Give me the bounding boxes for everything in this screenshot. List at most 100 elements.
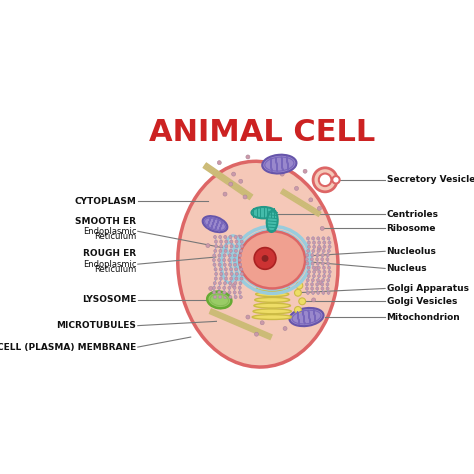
Circle shape (223, 291, 226, 294)
Circle shape (238, 258, 241, 262)
Circle shape (238, 263, 242, 266)
Circle shape (317, 237, 320, 240)
Circle shape (224, 268, 228, 271)
Circle shape (213, 236, 217, 238)
Circle shape (310, 283, 314, 286)
Circle shape (323, 270, 326, 273)
Ellipse shape (207, 292, 231, 308)
Circle shape (310, 287, 314, 290)
Circle shape (310, 258, 313, 261)
Circle shape (214, 277, 218, 280)
Circle shape (305, 283, 309, 286)
Circle shape (235, 240, 238, 243)
Circle shape (237, 235, 241, 239)
Circle shape (316, 262, 319, 265)
Text: Nucleus: Nucleus (387, 264, 427, 273)
Circle shape (215, 245, 218, 248)
Circle shape (299, 298, 306, 305)
Circle shape (307, 274, 310, 278)
Circle shape (312, 245, 316, 248)
Text: Secretory Vesicle: Secretory Vesicle (387, 175, 474, 184)
Text: MICROTUBULES: MICROTUBULES (56, 321, 137, 330)
Circle shape (233, 258, 236, 262)
Circle shape (318, 270, 321, 273)
Circle shape (318, 246, 321, 250)
Circle shape (327, 262, 329, 265)
Circle shape (239, 249, 243, 253)
Circle shape (225, 273, 228, 275)
Circle shape (323, 241, 326, 244)
Circle shape (229, 268, 233, 271)
Ellipse shape (267, 210, 278, 232)
Circle shape (223, 192, 227, 196)
Circle shape (218, 263, 221, 266)
Circle shape (323, 274, 326, 278)
Circle shape (306, 279, 309, 282)
Circle shape (213, 254, 216, 257)
Ellipse shape (252, 207, 276, 219)
Text: Centrioles: Centrioles (387, 210, 438, 219)
Text: Mitochondrion: Mitochondrion (387, 312, 460, 321)
Circle shape (306, 237, 310, 240)
Circle shape (228, 258, 231, 262)
Circle shape (243, 195, 247, 199)
Circle shape (228, 254, 231, 257)
Circle shape (229, 236, 232, 238)
Text: Golgi Vesicles: Golgi Vesicles (387, 297, 457, 306)
Circle shape (326, 258, 329, 261)
Circle shape (294, 310, 299, 313)
Circle shape (206, 244, 210, 247)
Circle shape (316, 283, 319, 286)
Text: ROUGH ER: ROUGH ER (83, 249, 137, 258)
Circle shape (286, 286, 290, 291)
Circle shape (260, 321, 264, 325)
Circle shape (316, 258, 319, 261)
Circle shape (327, 291, 330, 294)
Circle shape (321, 279, 325, 282)
Circle shape (294, 186, 299, 191)
Circle shape (307, 266, 310, 269)
Circle shape (228, 286, 231, 289)
Circle shape (322, 237, 325, 240)
Ellipse shape (255, 292, 289, 297)
Circle shape (239, 179, 243, 183)
Circle shape (219, 295, 222, 299)
Circle shape (225, 245, 228, 248)
Circle shape (209, 286, 213, 291)
Circle shape (223, 254, 226, 257)
Circle shape (317, 291, 320, 294)
Circle shape (307, 241, 310, 244)
Circle shape (318, 206, 321, 210)
Circle shape (246, 155, 250, 159)
Circle shape (315, 266, 319, 271)
Circle shape (233, 286, 236, 289)
Circle shape (316, 254, 319, 257)
Circle shape (219, 268, 222, 271)
Circle shape (239, 295, 242, 299)
Circle shape (228, 282, 232, 285)
Circle shape (234, 249, 237, 253)
Circle shape (219, 282, 221, 285)
Circle shape (223, 282, 227, 285)
Circle shape (312, 249, 315, 253)
Circle shape (328, 274, 331, 278)
Circle shape (317, 249, 320, 253)
Circle shape (223, 258, 226, 262)
Ellipse shape (203, 216, 228, 232)
Circle shape (312, 241, 316, 244)
Circle shape (319, 281, 323, 285)
Text: Reticulum: Reticulum (94, 233, 137, 241)
Circle shape (212, 291, 216, 294)
Circle shape (233, 254, 237, 257)
Circle shape (318, 274, 320, 278)
Circle shape (220, 272, 224, 276)
Circle shape (309, 198, 313, 202)
Circle shape (225, 240, 228, 243)
Text: Golgi Apparatus: Golgi Apparatus (387, 284, 469, 293)
Text: CELL (PLASMA) MEMBRANE: CELL (PLASMA) MEMBRANE (0, 343, 137, 352)
Circle shape (321, 287, 324, 290)
Text: CYTOPLASM: CYTOPLASM (74, 197, 137, 206)
Circle shape (230, 240, 233, 243)
Circle shape (317, 266, 320, 269)
Circle shape (224, 236, 227, 238)
